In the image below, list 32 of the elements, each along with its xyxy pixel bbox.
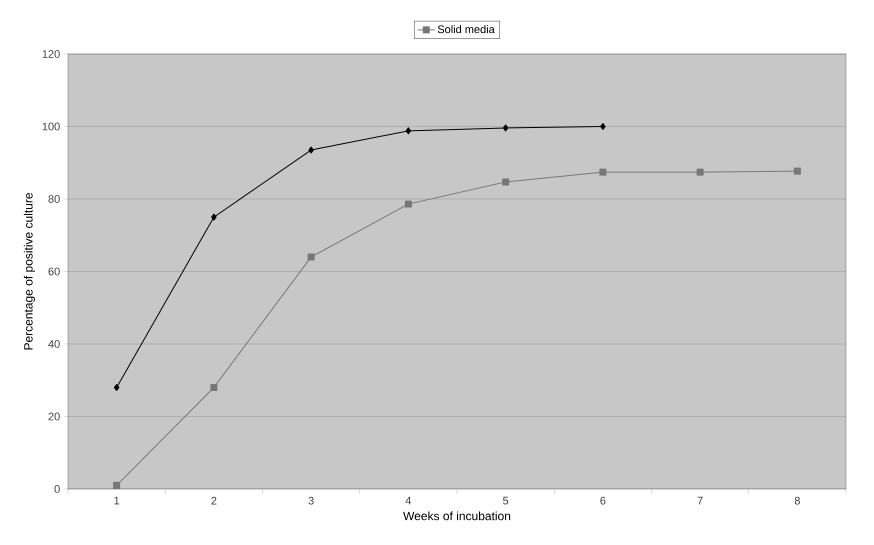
y-tick-label: 100	[42, 122, 60, 130]
x-tick-label: 7	[698, 496, 703, 504]
point	[599, 168, 606, 176]
point	[114, 384, 120, 391]
point	[308, 253, 315, 260]
y-tick-label: 0	[54, 485, 60, 493]
y-tick-label: 120	[42, 50, 60, 58]
point	[794, 168, 801, 175]
x-tick-label: 2	[211, 496, 216, 504]
x-tick-label: 1	[114, 496, 120, 504]
x-tick-label: 4	[406, 496, 412, 504]
point	[308, 146, 314, 154]
x-tick-label: 5	[503, 496, 508, 504]
point	[600, 122, 606, 130]
y-axis-title: Percentage of positive culture	[24, 193, 35, 350]
point	[696, 168, 704, 176]
y-tick-label: 20	[48, 412, 60, 420]
point	[406, 127, 412, 134]
point	[404, 200, 412, 208]
point	[502, 178, 510, 186]
x-tick-label: 8	[794, 496, 800, 505]
point	[502, 124, 508, 132]
legend-label: Solid media	[438, 25, 495, 34]
y-tick-label: 40	[48, 340, 60, 348]
point	[210, 384, 218, 391]
x-axis-title: Weeks of incubation	[403, 511, 510, 520]
point	[113, 482, 120, 489]
y-tick-label: 80	[48, 195, 60, 203]
x-tick-label: 3	[308, 496, 314, 505]
x-tick-label: 6	[600, 496, 606, 505]
point	[211, 214, 217, 221]
y-tick-label: 60	[48, 268, 60, 276]
